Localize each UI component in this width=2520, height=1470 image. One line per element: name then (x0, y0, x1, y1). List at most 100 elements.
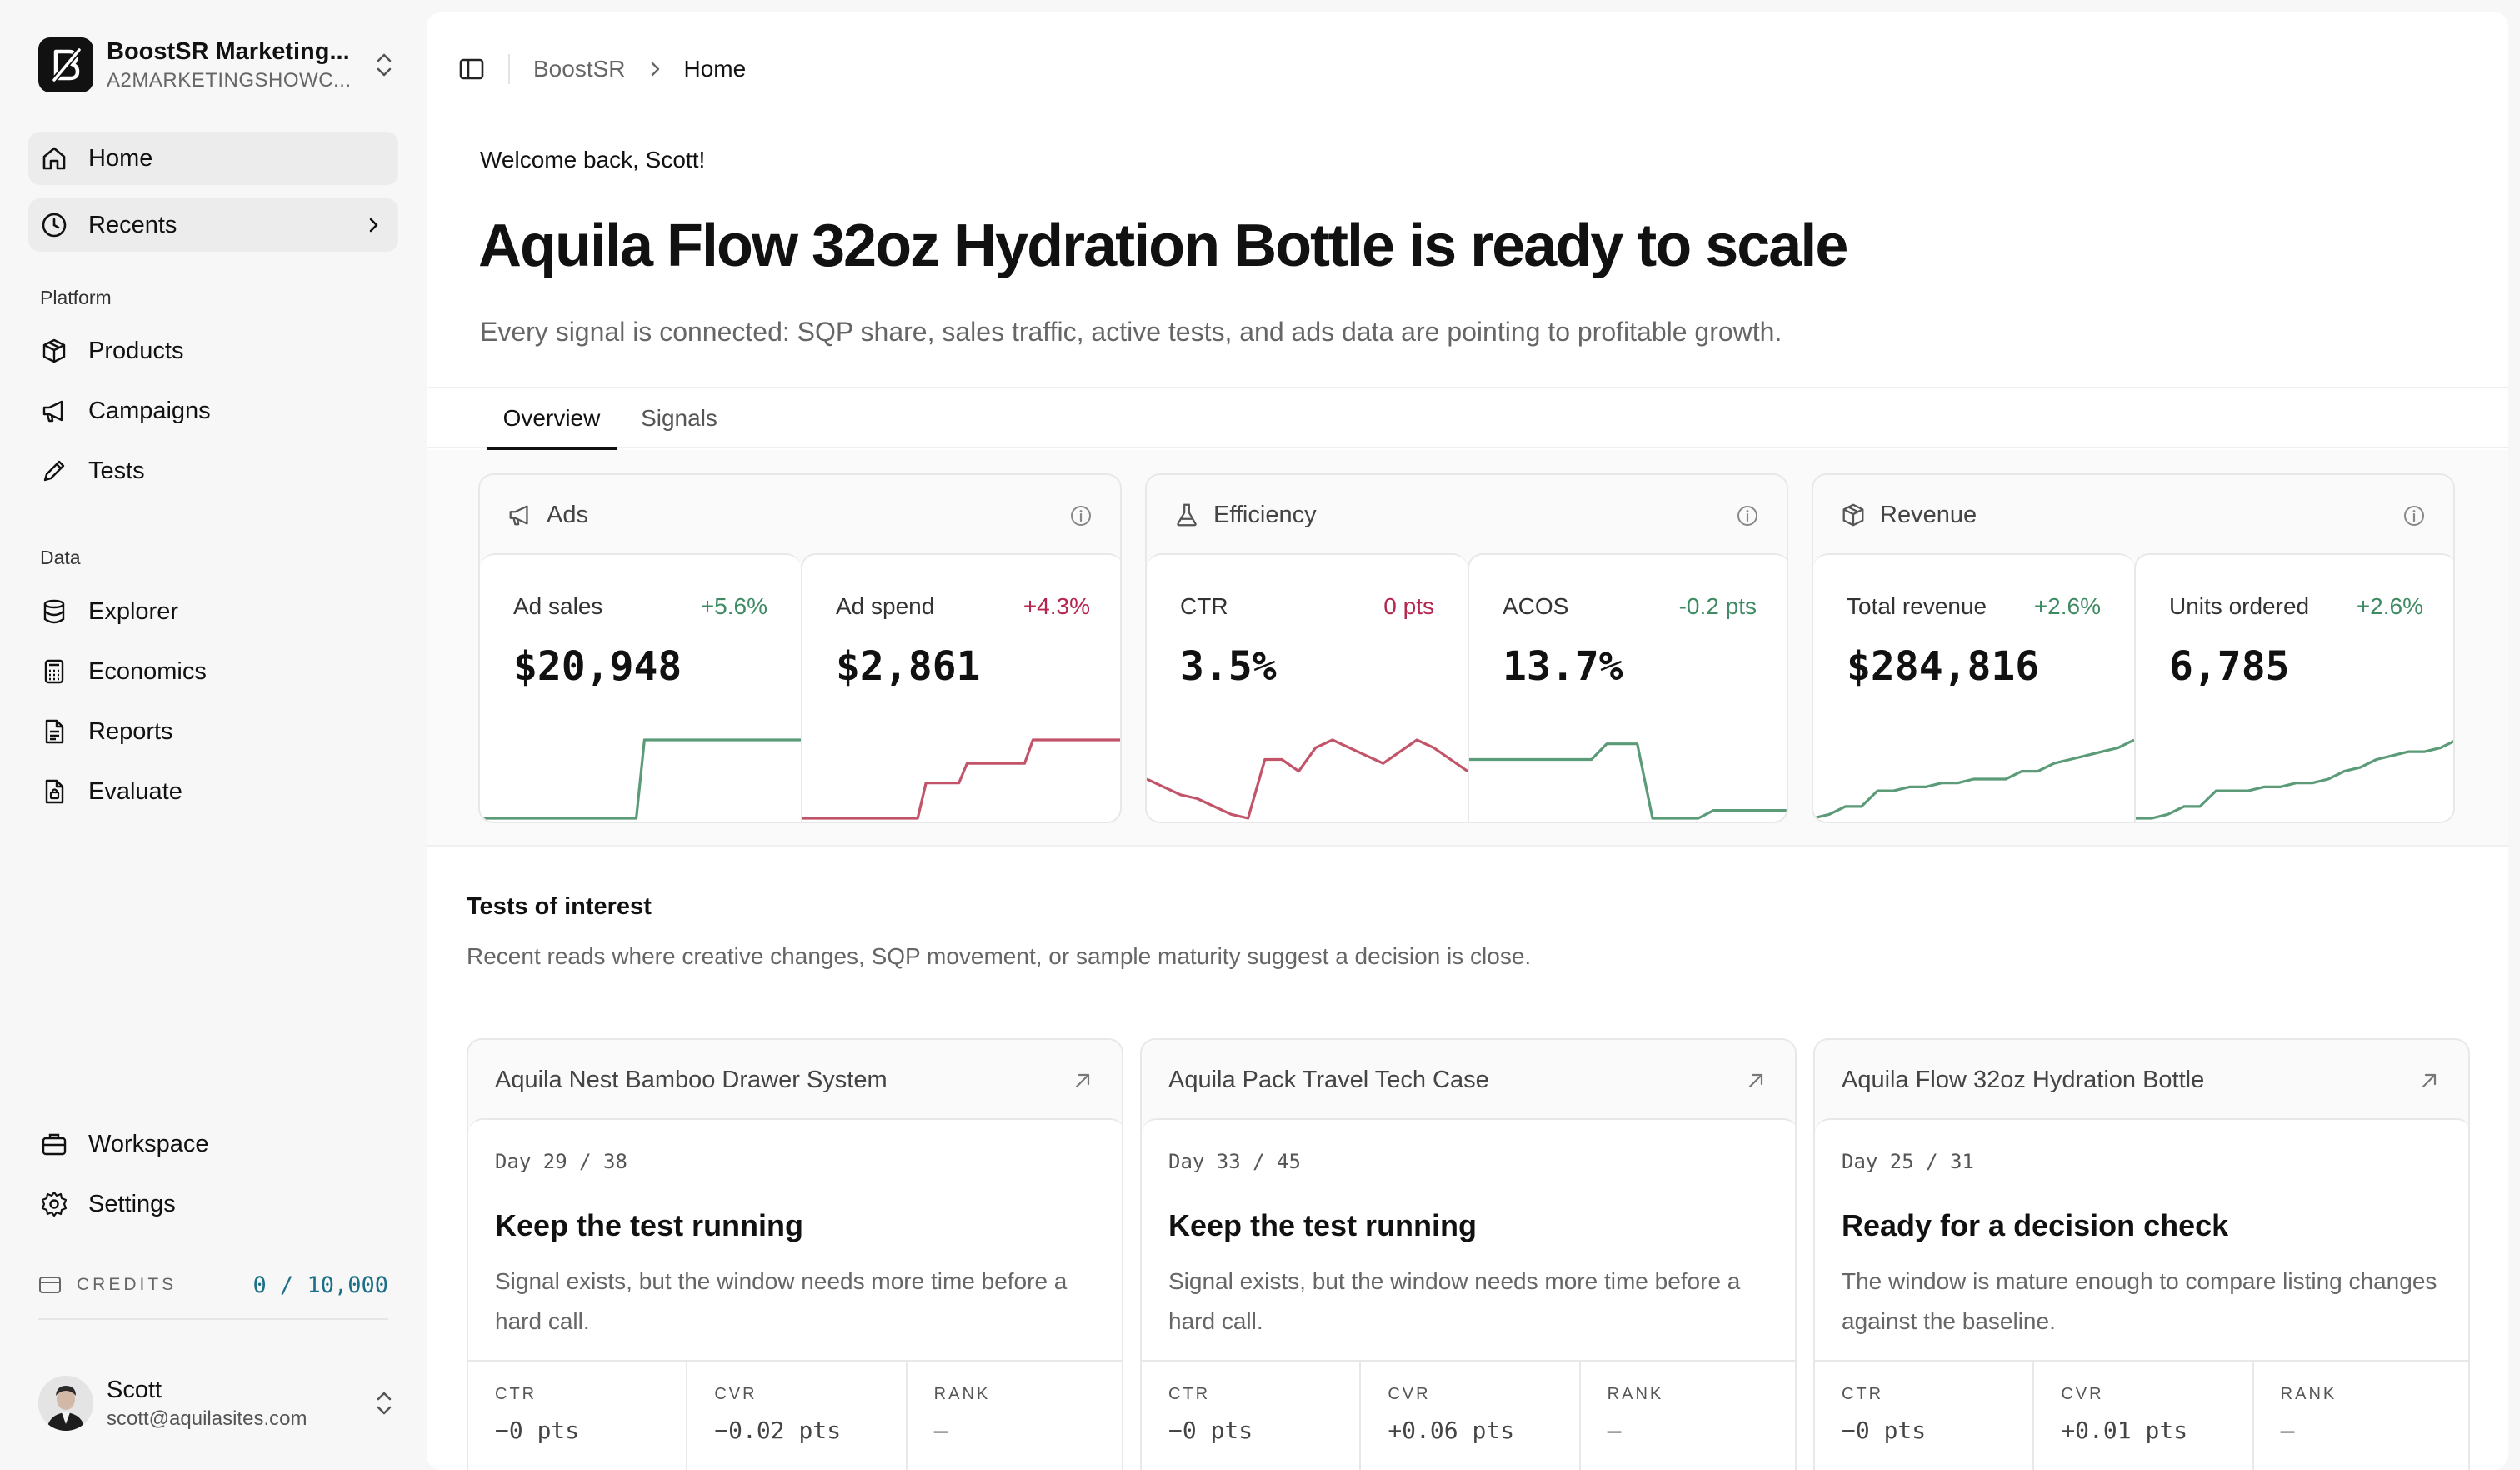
metric-card[interactable]: Ad spend +4.3% $2,861 (801, 553, 1120, 822)
stat-label: CVR (1388, 1385, 1431, 1403)
chevrons-up-down-icon (377, 53, 392, 77)
stat-rank: RANK — (905, 1362, 1122, 1470)
nav-section-platform: Platform (40, 287, 112, 308)
metric-label: ACOS (1502, 593, 1569, 619)
test-card[interactable]: Aquila Pack Travel Tech Case Day 33 / 45… (1140, 1038, 1797, 1470)
credits-value: 0 / 10,000 (252, 1272, 388, 1298)
metric-card[interactable]: Total revenue +2.6% $284,816 (1813, 553, 2134, 822)
brand-logo (38, 38, 93, 92)
metric-delta: +4.3% (1022, 593, 1090, 619)
nav-evaluate[interactable]: Evaluate (28, 765, 398, 818)
nav-evaluate-label: Evaluate (88, 778, 182, 805)
file-lock-icon (45, 779, 64, 804)
metric-delta: 0 pts (1383, 593, 1434, 619)
arrow-up-right-icon[interactable] (1745, 1070, 1767, 1092)
sidebar: BoostSR Marketing... A2MARKETINGSHOWC...… (0, 0, 427, 1470)
metric-value: 6,785 (2169, 643, 2290, 690)
breadcrumb-root[interactable]: BoostSR (533, 56, 626, 82)
stat-value: — (1607, 1417, 1622, 1444)
briefcase-icon (42, 1133, 67, 1156)
metric-delta: +5.6% (700, 593, 768, 619)
metric-group-header: Revenue (1813, 475, 2453, 555)
nav-economics[interactable]: Economics (28, 645, 398, 698)
nav-home[interactable]: Home (28, 132, 398, 185)
stat-rank: RANK — (1578, 1362, 1795, 1470)
metric-card[interactable]: CTR 0 pts 3.5% (1147, 553, 1468, 822)
sparkline (1469, 742, 1787, 820)
metric-delta: +2.6% (2033, 593, 2101, 619)
stat-value: — (2280, 1417, 2295, 1444)
stat-label: CTR (1842, 1385, 1884, 1403)
test-card[interactable]: Aquila Nest Bamboo Drawer System Day 29 … (467, 1038, 1123, 1470)
nav-products[interactable]: Products (28, 324, 398, 378)
welcome-text: Welcome back, Scott! (480, 147, 706, 172)
tab-overview[interactable]: Overview (487, 388, 617, 450)
metric-label: CTR (1180, 593, 1228, 619)
nav-recents[interactable]: Recents (28, 198, 398, 252)
test-note: Signal exists, but the window needs more… (1168, 1268, 1741, 1334)
metric-group-ads: Ads Ad sales +5.6% $20,948 Ad spend +4.3… (478, 473, 1122, 823)
stat-rank: RANK — (2252, 1362, 2468, 1470)
metric-group-title: Ads (547, 501, 588, 528)
section-title: Tests of interest (467, 893, 652, 920)
nav-settings[interactable]: Settings (28, 1178, 398, 1231)
sparkline (1147, 738, 1468, 820)
arrow-up-right-icon[interactable] (1072, 1070, 1093, 1092)
calculator-icon (44, 659, 64, 684)
metric-delta: +2.6% (2356, 593, 2423, 619)
chevron-right-icon (369, 218, 378, 232)
test-verdict: Keep the test running (495, 1208, 804, 1242)
avatar (38, 1376, 93, 1431)
sparkline (1813, 738, 2134, 820)
stat-ctr: CTR −0 pts (1815, 1362, 2032, 1470)
nav-explorer[interactable]: Explorer (28, 585, 398, 638)
stat-label: CVR (2061, 1385, 2104, 1403)
credits-label: CREDITS (77, 1275, 178, 1294)
workspace-name: BoostSR Marketing... (107, 38, 350, 65)
metric-card[interactable]: ACOS -0.2 pts 13.7% (1468, 553, 1787, 822)
stat-ctr: CTR −0 pts (468, 1362, 686, 1470)
metric-group-efficiency: Efficiency CTR 0 pts 3.5% ACOS -0.2 pts … (1145, 473, 1788, 823)
test-note: Signal exists, but the window needs more… (495, 1268, 1068, 1334)
metric-card[interactable]: Units ordered +2.6% 6,785 (2134, 553, 2453, 822)
nav-workspace[interactable]: Workspace (28, 1118, 398, 1171)
test-card-header: Aquila Pack Travel Tech Case (1142, 1040, 1795, 1120)
gear-icon (41, 1191, 68, 1218)
metric-value: $2,861 (836, 643, 981, 690)
box-icon (42, 338, 66, 363)
arrow-up-right-icon[interactable] (2418, 1070, 2440, 1092)
metric-card[interactable]: Ad sales +5.6% $20,948 (480, 553, 801, 822)
nav-workspace-label: Workspace (88, 1130, 209, 1158)
info-icon[interactable] (2402, 503, 2427, 528)
divider (508, 54, 510, 84)
stat-value: −0.02 pts (714, 1417, 842, 1444)
test-day-progress: Day 33 / 45 (1168, 1150, 1301, 1173)
nav-reports[interactable]: Reports (28, 705, 398, 758)
credits-meter: CREDITS 0 / 10,000 (38, 1268, 388, 1302)
megaphone-icon (509, 505, 528, 526)
info-icon[interactable] (1735, 503, 1760, 528)
test-stats: CTR −0 pts CVR −0.02 pts RANK — (468, 1360, 1122, 1470)
sidebar-toggle-icon[interactable] (457, 54, 487, 84)
user-name: Scott (107, 1376, 162, 1403)
nav-economics-label: Economics (88, 658, 207, 685)
nav-tests[interactable]: Tests (28, 444, 398, 498)
info-icon[interactable] (1068, 503, 1093, 528)
tab-signals[interactable]: Signals (641, 405, 718, 431)
metric-delta: -0.2 pts (1678, 593, 1757, 619)
metric-value: 3.5% (1180, 643, 1277, 690)
metric-label: Ad spend (836, 593, 935, 619)
credit-card-icon (39, 1277, 61, 1293)
test-card[interactable]: Aquila Flow 32oz Hydration Bottle Day 25… (1813, 1038, 2470, 1470)
metric-group-title: Efficiency (1213, 501, 1317, 528)
sparkline-line (480, 738, 801, 820)
topbar: BoostSR Home (457, 40, 746, 98)
page-subtitle: Every signal is connected: SQP share, sa… (480, 317, 1782, 347)
workspace-switcher[interactable]: BoostSR Marketing... A2MARKETINGSHOWC... (38, 33, 397, 97)
user-menu[interactable]: Scott scott@aquilasites.com (38, 1373, 397, 1433)
stat-label: RANK (2280, 1385, 2338, 1403)
nav-campaigns[interactable]: Campaigns (28, 384, 398, 438)
test-note: The window is mature enough to compare l… (1842, 1268, 2438, 1334)
test-day-progress: Day 29 / 38 (495, 1150, 628, 1173)
sparkline (480, 738, 801, 820)
